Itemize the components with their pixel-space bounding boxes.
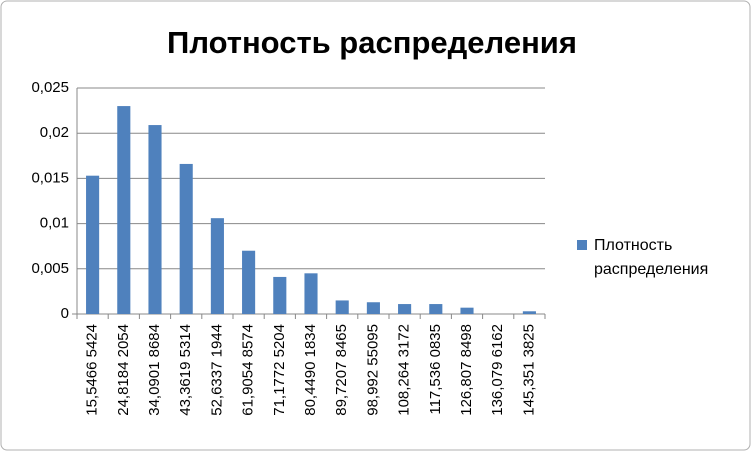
- x-tick-label: 136,079 6162: [489, 324, 506, 416]
- bar: [429, 304, 443, 314]
- x-tick-label: 24,8184 2054: [115, 324, 132, 416]
- x-tick-label: 126,807 8498: [458, 324, 475, 416]
- bar: [460, 307, 474, 314]
- bar: [366, 302, 380, 314]
- y-tick-label: 0,02: [40, 124, 69, 141]
- x-tick-label: 145,351 3825: [520, 324, 537, 416]
- y-tick-label: 0,025: [31, 79, 69, 96]
- y-tick-label: 0,01: [40, 215, 69, 232]
- x-tick-label: 108,264 3172: [396, 324, 413, 416]
- bar: [148, 125, 162, 315]
- x-tick-label: 52,6337 1944: [208, 324, 225, 416]
- bar: [335, 300, 349, 314]
- x-tick-label: 89,7207 8465: [333, 324, 350, 416]
- bar: [273, 276, 287, 314]
- legend-swatch: [577, 240, 587, 250]
- x-tick-label: 43,3619 5314: [177, 324, 194, 416]
- chart-title: Плотность распределения: [167, 25, 577, 60]
- x-tick-label: 71,1772 5204: [271, 324, 288, 416]
- y-tick-label: 0,005: [31, 260, 69, 277]
- bar: [398, 304, 412, 314]
- x-tick-label: 117,536 0835: [427, 324, 444, 415]
- x-tick-label: 15,5466 5424: [84, 324, 101, 416]
- bar: [304, 273, 318, 314]
- y-tick-label: 0: [61, 305, 69, 322]
- bar: [210, 218, 224, 314]
- x-tick-label: 34,0901 8684: [146, 324, 163, 416]
- bar: [86, 175, 100, 314]
- legend-label: Плотность распределения: [594, 237, 709, 278]
- x-tick-label: 98,992 55095: [364, 324, 381, 416]
- x-tick-label: 61,9054 8574: [240, 324, 257, 416]
- bar: [242, 250, 256, 314]
- bar: [179, 163, 193, 314]
- bar: [117, 106, 131, 314]
- x-tick-label: 80,4490 1834: [302, 324, 319, 416]
- y-tick-label: 0,015: [31, 169, 69, 186]
- bar: [522, 311, 536, 314]
